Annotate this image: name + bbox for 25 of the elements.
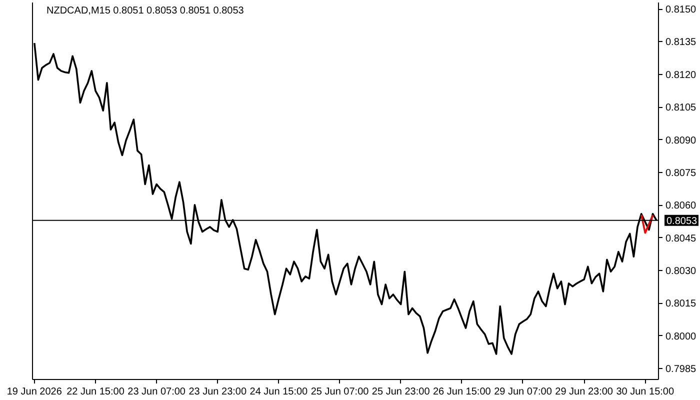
x-tick-label: 30 Jun 15:00: [616, 386, 674, 398]
x-tick-label: 25 Jun 07:00: [310, 386, 370, 398]
x-tick-label: 23 Jun 07:00: [128, 386, 186, 398]
x-tick-label: 26 Jun 15:00: [433, 386, 492, 398]
y-tick-label: 0.8135: [666, 37, 697, 48]
y-tick-label: 0.8075: [666, 168, 697, 179]
y-tick-label: 0.8015: [666, 298, 697, 310]
y-tick-label: 0.8150: [666, 4, 697, 16]
x-tick-label: 29 Jun 07:00: [494, 386, 552, 398]
y-tick-label: 0.8060: [666, 200, 697, 212]
y-tick-label: 0.8000: [666, 331, 697, 342]
x-tick-label: 23 Jun 23:00: [188, 386, 247, 398]
x-tick-label: 19 Jun 2026: [6, 386, 62, 398]
chart-title: NZDCAD,M15 0.8051 0.8053 0.8051 0.8053: [46, 6, 244, 16]
y-tick-label: 0.8030: [666, 266, 697, 278]
y-tick-label: 0.8120: [666, 70, 697, 81]
y-tick-label: 0.8045: [666, 233, 697, 244]
y-tick-label: 0.8090: [666, 135, 697, 146]
x-tick-label: 29 Jun 23:00: [555, 386, 614, 398]
x-tick-label: 22 Jun 15:00: [66, 386, 125, 398]
x-tick-label: 25 Jun 23:00: [372, 386, 430, 398]
x-tick-label: 24 Jun 15:00: [250, 386, 308, 398]
y-tick-label: 0.7985: [666, 364, 697, 376]
ref-line-label: 0.8053: [666, 216, 698, 227]
y-tick-label: 0.8105: [666, 102, 697, 114]
